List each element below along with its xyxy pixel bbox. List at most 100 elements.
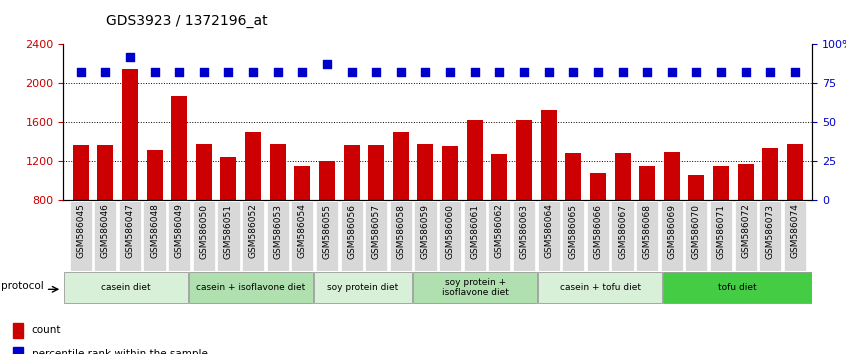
Text: GSM586051: GSM586051 xyxy=(224,204,233,258)
FancyBboxPatch shape xyxy=(69,201,91,271)
Text: soy protein diet: soy protein diet xyxy=(327,283,398,292)
Bar xyxy=(467,120,483,278)
FancyBboxPatch shape xyxy=(341,201,363,271)
Text: casein + isoflavone diet: casein + isoflavone diet xyxy=(196,283,305,292)
Point xyxy=(468,69,481,75)
Bar xyxy=(343,145,360,278)
Bar xyxy=(762,148,778,278)
FancyBboxPatch shape xyxy=(537,201,560,271)
Bar xyxy=(614,153,630,278)
FancyBboxPatch shape xyxy=(242,201,264,271)
Point xyxy=(98,69,112,75)
Bar xyxy=(442,147,459,278)
Point xyxy=(492,69,506,75)
FancyBboxPatch shape xyxy=(390,201,412,271)
Text: GSM586055: GSM586055 xyxy=(322,204,332,258)
Point xyxy=(295,69,309,75)
FancyBboxPatch shape xyxy=(784,201,806,271)
Text: GSM586071: GSM586071 xyxy=(717,204,726,258)
Point xyxy=(739,69,752,75)
Text: casein + tofu diet: casein + tofu diet xyxy=(559,283,640,292)
Text: GSM586067: GSM586067 xyxy=(618,204,627,258)
Point xyxy=(222,69,235,75)
Text: GSM586062: GSM586062 xyxy=(495,204,504,258)
FancyBboxPatch shape xyxy=(94,201,117,271)
Bar xyxy=(738,164,754,278)
Bar xyxy=(689,175,705,278)
Text: GSM586072: GSM586072 xyxy=(741,204,750,258)
Bar xyxy=(73,145,89,278)
Text: GSM586063: GSM586063 xyxy=(519,204,529,258)
Bar xyxy=(565,153,581,278)
FancyBboxPatch shape xyxy=(316,201,338,271)
Point xyxy=(443,69,457,75)
Bar xyxy=(146,150,162,278)
Text: GSM586070: GSM586070 xyxy=(692,204,700,258)
FancyBboxPatch shape xyxy=(64,272,188,303)
Point xyxy=(517,69,530,75)
FancyBboxPatch shape xyxy=(759,201,782,271)
Point xyxy=(788,69,802,75)
Text: casein diet: casein diet xyxy=(101,283,151,292)
Point xyxy=(689,69,703,75)
Bar xyxy=(122,69,138,278)
Bar xyxy=(787,144,803,278)
Text: count: count xyxy=(32,325,61,336)
Bar xyxy=(195,144,212,278)
FancyBboxPatch shape xyxy=(663,272,811,303)
Point xyxy=(74,69,87,75)
FancyBboxPatch shape xyxy=(189,272,312,303)
FancyBboxPatch shape xyxy=(710,201,732,271)
FancyBboxPatch shape xyxy=(685,201,707,271)
Text: GSM586074: GSM586074 xyxy=(790,204,799,258)
Text: GSM586053: GSM586053 xyxy=(273,204,283,258)
Point xyxy=(394,69,408,75)
Text: soy protein +
isoflavone diet: soy protein + isoflavone diet xyxy=(442,278,508,297)
Text: GSM586061: GSM586061 xyxy=(470,204,479,258)
FancyBboxPatch shape xyxy=(439,201,461,271)
FancyBboxPatch shape xyxy=(415,201,437,271)
Text: GSM586048: GSM586048 xyxy=(150,204,159,258)
Point xyxy=(197,69,211,75)
Bar xyxy=(541,110,557,278)
FancyBboxPatch shape xyxy=(314,272,412,303)
FancyBboxPatch shape xyxy=(636,201,658,271)
FancyBboxPatch shape xyxy=(563,201,585,271)
FancyBboxPatch shape xyxy=(538,272,662,303)
Point xyxy=(320,62,333,67)
Text: GSM586052: GSM586052 xyxy=(249,204,257,258)
Text: GSM586056: GSM586056 xyxy=(347,204,356,258)
Text: GSM586059: GSM586059 xyxy=(421,204,430,258)
Point xyxy=(665,69,678,75)
FancyBboxPatch shape xyxy=(119,201,141,271)
FancyBboxPatch shape xyxy=(193,201,215,271)
Text: GSM586049: GSM586049 xyxy=(175,204,184,258)
Point xyxy=(370,69,383,75)
FancyBboxPatch shape xyxy=(612,201,634,271)
FancyBboxPatch shape xyxy=(217,201,239,271)
Bar xyxy=(368,145,384,278)
Text: GSM586065: GSM586065 xyxy=(569,204,578,258)
FancyBboxPatch shape xyxy=(734,201,756,271)
Bar xyxy=(13,323,23,338)
Text: GSM586057: GSM586057 xyxy=(371,204,381,258)
Text: tofu diet: tofu diet xyxy=(718,283,756,292)
Point xyxy=(591,69,605,75)
Point xyxy=(246,69,260,75)
Text: GSM586050: GSM586050 xyxy=(200,204,208,258)
FancyBboxPatch shape xyxy=(291,201,313,271)
Point xyxy=(173,69,186,75)
Point xyxy=(148,69,162,75)
FancyBboxPatch shape xyxy=(488,201,510,271)
Point xyxy=(714,69,728,75)
Point xyxy=(640,69,654,75)
Text: GSM586046: GSM586046 xyxy=(101,204,110,258)
Text: GSM586060: GSM586060 xyxy=(446,204,454,258)
Bar xyxy=(516,120,532,278)
Bar xyxy=(590,173,606,278)
FancyBboxPatch shape xyxy=(661,201,683,271)
FancyBboxPatch shape xyxy=(365,201,387,271)
Text: GDS3923 / 1372196_at: GDS3923 / 1372196_at xyxy=(106,14,267,28)
Point xyxy=(616,69,629,75)
Bar xyxy=(417,144,433,278)
